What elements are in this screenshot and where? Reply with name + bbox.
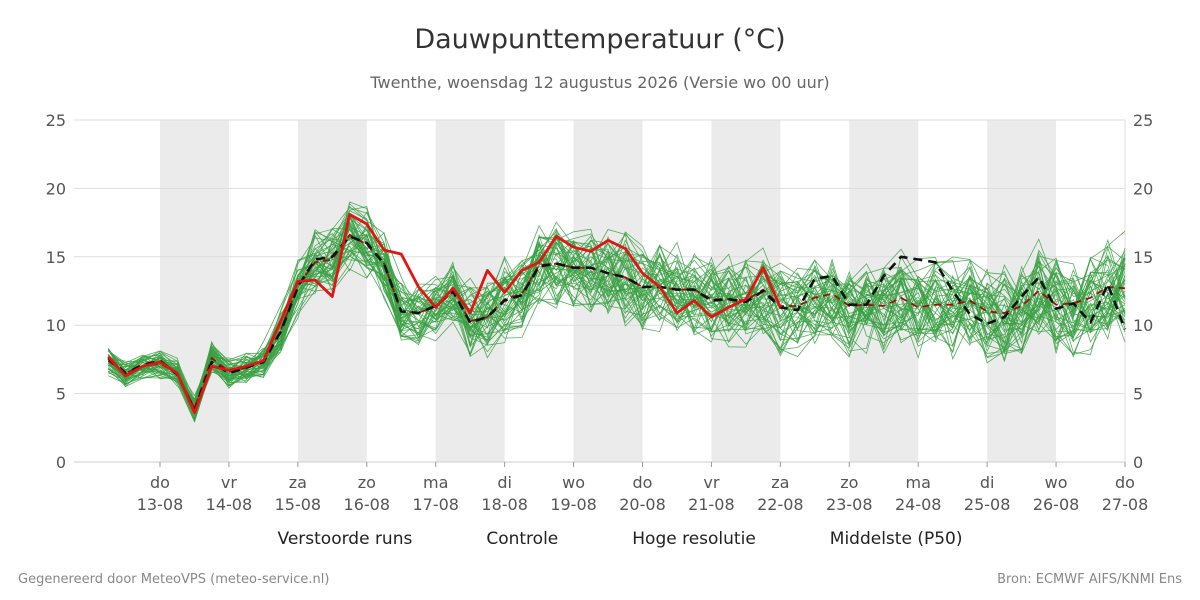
x-tick-date-22-08: 22-08 [757, 495, 804, 514]
ensemble-member-46 [108, 235, 1126, 401]
x-tick-date-23-08: 23-08 [826, 495, 873, 514]
x-tick-day-24-08: ma [906, 473, 931, 492]
legend-label-median: Middelste (P50) [829, 529, 963, 549]
x-tick-date-17-08: 17-08 [412, 495, 459, 514]
x-tick-date-18-08: 18-08 [481, 495, 528, 514]
x-tick-day-27-08: do [1115, 473, 1135, 492]
footer-source: Bron: ECMWF AIFS/KNMI Ens [997, 572, 1182, 587]
x-tick-day-26-08: wo [1045, 473, 1068, 492]
y-tick-right-0: 0 [1133, 453, 1143, 472]
footer-generator: Gegenereerd door MeteoVPS (meteo-service… [18, 572, 330, 587]
x-tick-date-26-08: 26-08 [1033, 495, 1080, 514]
ensemble-member-44 [107, 207, 1126, 403]
ensemble-member-35 [108, 242, 1126, 412]
y-tick-right-15: 15 [1133, 248, 1153, 267]
legend: Verstoorde runs Controle Hoge resolutie … [0, 529, 1200, 549]
axis-labels: 0 0 5 5 10 10 15 15 20 20 25 25 do 13-08 vr 14-08 za 15-0… [46, 111, 1154, 514]
x-tick-day-17-08: ma [423, 473, 448, 492]
x-tick-day-25-08: di [980, 473, 995, 492]
x-tick-date-15-08: 15-08 [275, 495, 322, 514]
legend-item-ensemble: Verstoorde runs [238, 529, 413, 549]
y-tick-left-20: 20 [46, 179, 66, 198]
y-tick-right-20: 20 [1133, 179, 1153, 198]
x-tick-day-13-08: do [150, 473, 170, 492]
legend-label-control: Controle [486, 529, 559, 549]
y-tick-right-10: 10 [1133, 316, 1153, 335]
x-tick-day-15-08: za [289, 473, 307, 492]
chart-subtitle: Twenthe, woensdag 12 augustus 2026 (Vers… [370, 73, 830, 92]
legend-item-control: Controle [446, 529, 558, 549]
x-tick-date-19-08: 19-08 [550, 495, 597, 514]
chart-title: Dauwpunttemperatuur (°C) [414, 24, 786, 55]
y-tick-left-15: 15 [46, 248, 66, 267]
y-tick-right-25: 25 [1133, 111, 1153, 130]
x-tick-date-25-08: 25-08 [964, 495, 1011, 514]
ensemble-member-49 [108, 245, 1126, 410]
legend-label-hires: Hoge resolutie [632, 529, 756, 549]
ensemble-members [107, 201, 1126, 423]
series-hoge-resolutie [107, 212, 782, 415]
x-tick-day-20-08: do [633, 473, 653, 492]
ensemble-member-42 [107, 220, 1126, 404]
y-tick-left-10: 10 [46, 316, 66, 335]
series-controle [107, 235, 1127, 412]
y-tick-left-5: 5 [56, 385, 66, 404]
y-tick-right-5: 5 [1133, 385, 1143, 404]
x-tick-day-19-08: wo [562, 473, 585, 492]
y-tick-left-25: 25 [46, 111, 66, 130]
main-series [107, 212, 1127, 415]
legend-item-hires: Hoge resolutie [592, 529, 756, 549]
x-tick-date-24-08: 24-08 [895, 495, 942, 514]
x-tick-day-22-08: za [771, 473, 789, 492]
x-tick-day-21-08: vr [703, 473, 719, 492]
x-tick-date-13-08: 13-08 [137, 495, 184, 514]
legend-label-ensemble: Verstoorde runs [277, 529, 413, 549]
x-tick-date-20-08: 20-08 [619, 495, 666, 514]
x-tick-date-14-08: 14-08 [206, 495, 253, 514]
legend-item-median: Middelste (P50) [790, 529, 963, 549]
x-tick-day-18-08: di [497, 473, 512, 492]
x-tick-date-16-08: 16-08 [344, 495, 391, 514]
x-tick-day-16-08: zo [358, 473, 376, 492]
ensemble-member-32 [108, 201, 1126, 412]
ensemble-member-28 [108, 241, 1126, 410]
ensemble-member-48 [108, 216, 1126, 415]
x-tick-date-27-08: 27-08 [1102, 495, 1149, 514]
x-tick-day-14-08: vr [221, 473, 237, 492]
x-tick-date-21-08: 21-08 [688, 495, 735, 514]
y-tick-left-0: 0 [56, 453, 66, 472]
x-tick-day-23-08: zo [840, 473, 858, 492]
